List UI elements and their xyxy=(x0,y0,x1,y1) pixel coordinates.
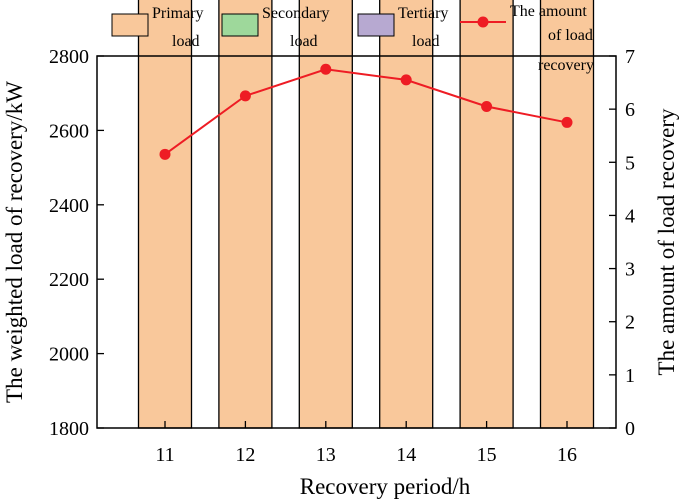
y2-tick-label: 0 xyxy=(625,418,635,440)
x-tick-label: 16 xyxy=(557,444,577,466)
legend-label-secondary-1: Secondary xyxy=(262,5,330,22)
legend-label-line-1: The amount xyxy=(510,3,587,20)
line-layer xyxy=(159,63,573,160)
y-axis-title: The weighted load of recovery/kW xyxy=(2,81,27,403)
bars-group xyxy=(137,0,595,429)
legend-label-line-2: of load xyxy=(548,27,593,44)
y-tick-label: 2400 xyxy=(49,195,89,217)
y-tick-label: 2800 xyxy=(49,46,89,68)
y-tick-label: 2000 xyxy=(49,344,89,366)
y2-tick-label: 7 xyxy=(625,46,635,68)
recovery-amount-point-13 xyxy=(320,63,332,75)
y2-tick-label: 1 xyxy=(625,365,635,387)
bar-primary-load-16 xyxy=(539,0,595,429)
recovery-amount-point-15 xyxy=(481,100,493,112)
legend-label-primary-2: load xyxy=(172,33,200,50)
y2-tick-label: 2 xyxy=(625,312,635,334)
legend: Primary load Secondary load Tertiary loa… xyxy=(111,3,594,74)
legend-label-tertiary-1: Tertiary xyxy=(398,5,448,22)
y-tick-label: 2600 xyxy=(49,120,89,142)
legend-label-line-3: recovery xyxy=(538,57,594,74)
x-tick-label: 12 xyxy=(235,444,255,466)
bar-primary-load-15 xyxy=(459,0,514,429)
bar-primary-load-11 xyxy=(137,0,193,429)
legend-line-marker xyxy=(477,16,489,28)
y2-axis-title: The amount of load recovery xyxy=(654,108,679,375)
recovery-amount-point-11 xyxy=(159,148,171,160)
x-axis-title: Recovery period/h xyxy=(300,474,471,499)
legend-label-secondary-2: load xyxy=(290,33,318,50)
y2-tick-label: 4 xyxy=(625,205,635,227)
x-tick-label: 11 xyxy=(155,444,174,466)
x-tick-label: 13 xyxy=(316,444,336,466)
y2-tick-label: 5 xyxy=(625,152,635,174)
recovery-amount-point-16 xyxy=(561,116,573,128)
legend-label-tertiary-2: load xyxy=(412,33,440,50)
y-tick-label: 1800 xyxy=(49,418,89,440)
y-tick-label: 2200 xyxy=(49,269,89,291)
legend-label-primary-1: Primary xyxy=(152,5,204,22)
legend-swatch-secondary xyxy=(221,13,259,37)
legend-swatch-tertiary xyxy=(357,13,395,37)
x-tick-label: 15 xyxy=(477,444,497,466)
plot-frame xyxy=(96,55,617,429)
x-tick-label: 14 xyxy=(396,444,416,466)
y2-tick-label: 6 xyxy=(625,99,635,121)
bar-primary-load-14 xyxy=(379,0,434,429)
recovery-amount-point-12 xyxy=(239,90,251,102)
recovery-amount-point-14 xyxy=(400,74,412,86)
bar-primary-load-12 xyxy=(218,0,273,429)
y2-tick-label: 3 xyxy=(625,259,635,281)
recovery-amount-line xyxy=(164,68,568,156)
legend-swatch-primary xyxy=(111,13,149,37)
